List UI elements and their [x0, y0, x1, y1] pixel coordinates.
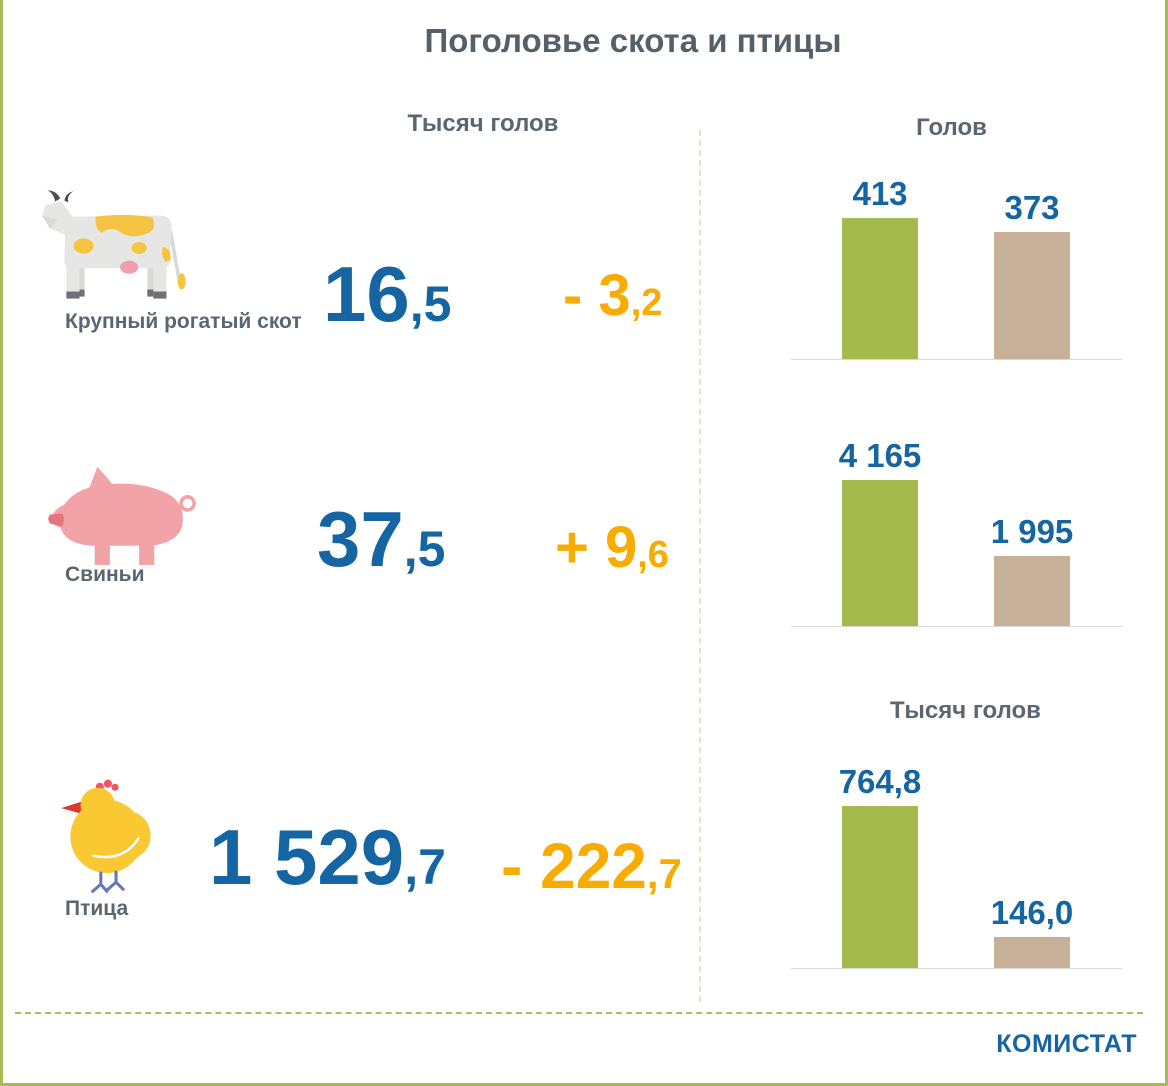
value-poultry-main: 1 529 [209, 813, 405, 901]
tan-bar [994, 937, 1070, 968]
page-title: Поголовье скота и птицы [424, 22, 842, 59]
bar-chart-poultry: 764,8 146,0 [791, 765, 1122, 969]
change-cattle-main: - 3 [563, 263, 631, 328]
cow-icon [35, 186, 207, 308]
change-poultry: - 222,7 [501, 834, 682, 898]
value-pigs: 37,5 [317, 500, 445, 578]
bar-chart-cattle: 413 373 [791, 168, 1122, 360]
bar-label-green: 764,8 [838, 763, 922, 800]
change-poultry-dec: ,7 [646, 850, 682, 897]
change-pigs: + 9,6 [555, 519, 669, 577]
green-bar [842, 218, 918, 359]
change-pigs-main: + 9 [555, 515, 638, 580]
green-bar [842, 806, 918, 968]
left-column-header: Тысяч голов [407, 110, 559, 137]
chart3-unit-header: Тысяч голов [890, 697, 1041, 724]
value-poultry-dec: ,7 [404, 839, 446, 895]
value-cattle-main: 16 [323, 250, 410, 338]
row-label-poultry: Птица [65, 897, 129, 920]
bar-label-green: 4 165 [838, 437, 922, 474]
green-bar [842, 480, 918, 626]
value-poultry: 1 529,7 [209, 818, 446, 896]
value-cattle-dec: ,5 [409, 276, 452, 332]
bar-label-tan: 373 [1004, 189, 1060, 226]
value-pigs-main: 37 [317, 495, 404, 583]
footer-brand: КОМИСТАТ [996, 1030, 1137, 1058]
value-cattle: 16,5 [323, 255, 451, 333]
change-poultry-main: - 222 [501, 830, 647, 902]
row-label-cattle: Крупный рогатый скот [65, 310, 302, 333]
chart1-unit-header: Голов [916, 114, 987, 141]
bar-label-tan: 146,0 [990, 894, 1074, 931]
footer-dashed-separator [15, 1012, 1143, 1014]
chicken-icon [47, 776, 179, 894]
bar-label-green: 413 [852, 175, 908, 212]
pig-icon [45, 462, 207, 568]
bar-chart-pigs: 4 165 1 995 [791, 435, 1122, 627]
change-cattle: - 3,2 [563, 267, 662, 325]
value-pigs-dec: ,5 [403, 521, 446, 577]
tan-bar [994, 232, 1070, 359]
tan-bar [994, 556, 1070, 626]
change-cattle-dec: ,2 [630, 282, 663, 324]
vertical-dashed-divider [699, 130, 701, 1002]
bar-label-tan: 1 995 [990, 513, 1074, 550]
row-label-pigs: Свиньи [65, 563, 145, 586]
change-pigs-dec: ,6 [637, 534, 669, 576]
